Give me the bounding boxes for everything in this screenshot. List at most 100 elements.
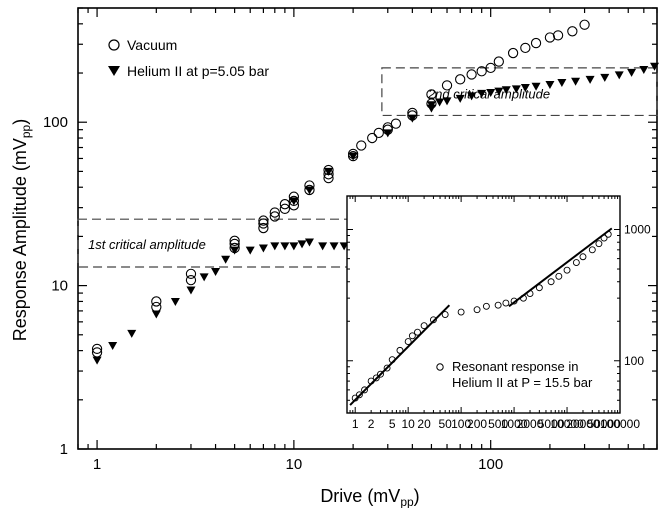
point-helium	[304, 238, 314, 247]
point-vacuum	[185, 274, 197, 286]
inset-point	[572, 259, 580, 267]
inset-x-tick-label: 1	[352, 417, 359, 431]
inset-point	[383, 364, 391, 372]
point-vacuum	[466, 69, 477, 80]
point-helium	[571, 77, 581, 86]
point-helium	[435, 98, 445, 107]
point-vacuum	[544, 32, 556, 43]
point-helium	[270, 242, 280, 251]
x-axis-title-sub: pp	[400, 495, 414, 508]
inset-legend-marker	[436, 363, 444, 371]
point-vacuum	[485, 62, 496, 74]
inset-point	[535, 284, 543, 292]
x-tick-label: 100	[478, 456, 503, 473]
annotation-2nd-critical: 2nd critical amplitude	[427, 86, 550, 101]
annotation-1st-critical: 1st critical amplitude	[88, 237, 206, 252]
point-helium	[585, 75, 595, 84]
point-vacuum	[567, 26, 578, 37]
point-vacuum	[258, 218, 269, 229]
point-helium	[211, 267, 221, 276]
point-vacuum	[229, 235, 240, 246]
inset-point	[355, 391, 363, 399]
inset-point	[588, 246, 596, 254]
inset-x-tick-label: 20000	[566, 417, 600, 431]
point-helium	[467, 92, 477, 101]
point-helium	[108, 341, 118, 350]
point-helium	[557, 78, 567, 87]
point-helium	[151, 310, 161, 319]
point-vacuum	[258, 215, 269, 226]
inset-point	[600, 234, 608, 242]
inset-point	[377, 370, 384, 378]
y-axis-title: Response Amplitude (mVpp)	[10, 119, 33, 341]
inset-x-tick-label: 1000	[501, 417, 528, 431]
point-vacuum	[520, 42, 531, 54]
point-vacuum	[269, 207, 280, 218]
inset-x-tick-label: 2	[368, 417, 375, 431]
point-vacuum	[507, 47, 519, 59]
point-vacuum	[441, 80, 453, 91]
inset-point	[414, 328, 421, 336]
inset-x-tick-label: 50	[439, 417, 453, 431]
inset-point	[372, 374, 380, 382]
critical-amplitude-box-2	[381, 67, 658, 117]
point-helium	[600, 73, 610, 82]
point-vacuum	[185, 268, 197, 280]
inset-x-tick-label: 5	[389, 417, 396, 431]
point-helium	[92, 356, 102, 365]
point-helium	[531, 82, 541, 91]
point-helium	[304, 186, 314, 195]
point-helium	[455, 94, 465, 103]
point-vacuum	[356, 140, 367, 151]
inset-point	[473, 306, 481, 314]
inset-point	[361, 386, 368, 394]
inset-fit-lines	[349, 227, 613, 406]
point-helium	[511, 85, 521, 94]
inset-point	[604, 230, 612, 238]
point-helium	[245, 246, 255, 255]
point-helium	[221, 255, 231, 264]
inset-point	[510, 297, 518, 305]
x-axis-title-main: Drive (mV	[320, 486, 400, 506]
inset-fit-line-2	[508, 227, 613, 308]
point-helium	[520, 84, 530, 93]
point-vacuum	[493, 56, 504, 67]
point-helium	[230, 246, 240, 255]
point-vacuum	[304, 184, 315, 196]
point-vacuum	[579, 19, 590, 30]
inset-x-tick-label: 500	[488, 417, 508, 431]
point-helium	[258, 244, 268, 253]
inset-point	[408, 332, 416, 340]
point-vacuum	[279, 203, 291, 214]
inset-x-tick-label: 50000	[587, 417, 621, 431]
inset-point	[547, 278, 555, 286]
point-helium	[297, 240, 307, 249]
inset-point	[563, 266, 571, 274]
inset-legend-line2: Helium II at P = 15.5 bar	[452, 375, 593, 390]
inset-point	[429, 316, 437, 324]
inset-point	[482, 302, 490, 310]
point-helium	[650, 62, 660, 71]
inset-x-tick-label: 2000	[517, 417, 544, 431]
point-vacuum	[390, 118, 402, 129]
inset-point	[519, 294, 527, 302]
inset-legend: Resonant response in Helium II at P = 15…	[436, 359, 593, 390]
point-helium	[170, 297, 180, 306]
point-helium	[494, 87, 504, 96]
main-chart: 1 10 100 1 10 100 1st critical amplitude 2nd c…	[10, 7, 660, 508]
inset-y-tick-label: 1000	[624, 223, 651, 237]
point-helium	[324, 167, 334, 176]
inset-x-tick-label: 20	[417, 417, 431, 431]
inset-point	[579, 253, 587, 261]
point-vacuum	[530, 37, 542, 49]
point-vacuum	[91, 343, 103, 355]
inset-point	[367, 377, 375, 385]
point-helium	[486, 88, 496, 97]
point-helium	[477, 89, 487, 98]
point-vacuum	[288, 195, 300, 207]
legend-marker-vacuum	[108, 39, 120, 51]
inset-point	[388, 356, 396, 364]
